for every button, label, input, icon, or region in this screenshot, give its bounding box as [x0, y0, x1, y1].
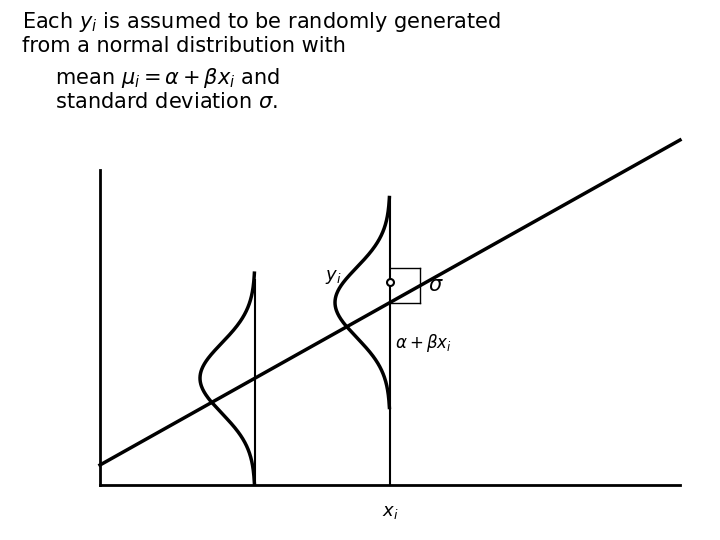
- Text: $y_i$: $y_i$: [325, 268, 341, 287]
- Text: Each $y_i$ is assumed to be randomly generated: Each $y_i$ is assumed to be randomly gen…: [22, 10, 501, 34]
- Text: $\sigma$: $\sigma$: [428, 275, 444, 295]
- Text: $x_i$: $x_i$: [382, 503, 398, 521]
- Text: standard deviation $\sigma$.: standard deviation $\sigma$.: [22, 92, 278, 112]
- Text: mean $\mu_i = \alpha + \beta x_i$ and: mean $\mu_i = \alpha + \beta x_i$ and: [22, 66, 280, 90]
- Text: $\alpha + \beta x_i$: $\alpha + \beta x_i$: [395, 333, 452, 354]
- Text: from a normal distribution with: from a normal distribution with: [22, 36, 346, 56]
